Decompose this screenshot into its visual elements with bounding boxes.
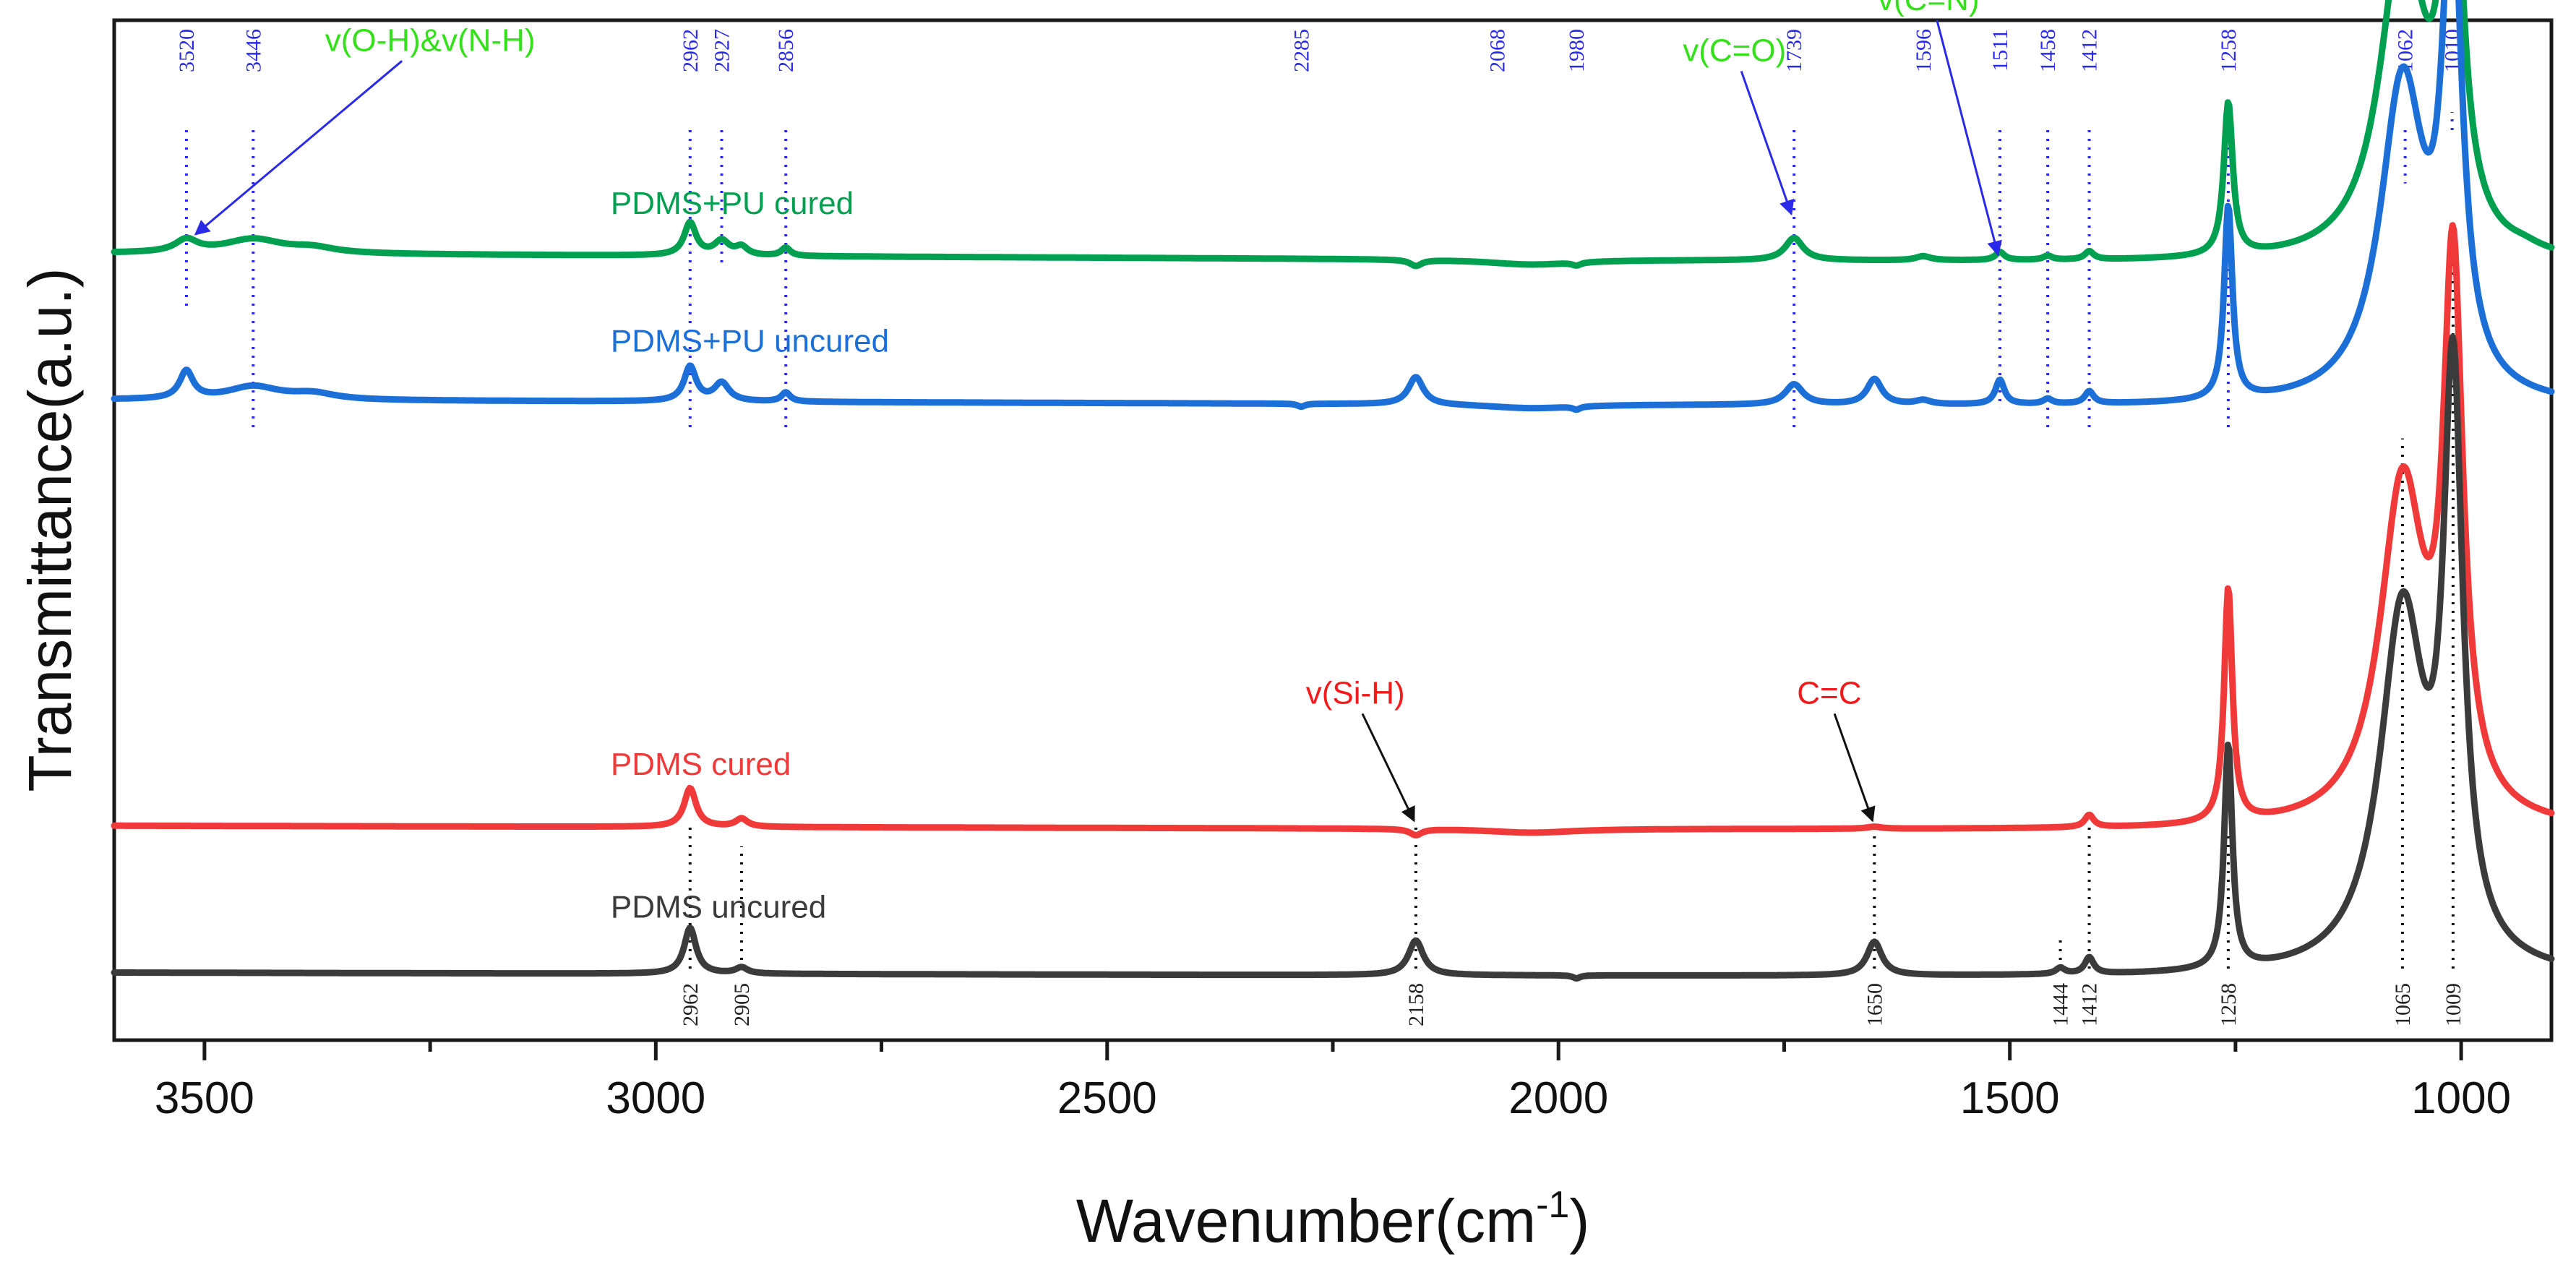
annotation-label: v(C=N)	[1878, 0, 1980, 17]
plot-frame	[112, 18, 2554, 1042]
bottom-marker-label: 1650	[1863, 983, 1886, 1026]
x-axis-ticks: 3500 3000 2500 2000 1500 1000	[155, 1040, 2511, 1123]
annotation-arrow	[1833, 713, 1876, 823]
annotation-arrow	[1361, 713, 1415, 823]
x-tick-label: 1000	[2411, 1073, 2511, 1123]
top-marker-label: 2856	[774, 29, 798, 72]
series-label: PDMS+PU cured	[611, 186, 854, 221]
top-marker-label: 1596	[1912, 29, 1936, 72]
x-axis-label: Wavenumber(cm-1)	[1076, 1184, 1590, 1255]
top-marker-label: 1980	[1565, 29, 1589, 72]
series-labels: PDMS+PU cured PDMS+PU uncured PDMS cured PD…	[611, 186, 889, 925]
series-line-pdms_cured	[111, 222, 2555, 838]
annotation-label: v(C=O)	[1683, 33, 1786, 68]
top-marker-label: 3446	[241, 29, 265, 72]
series-line-pdms_uncured	[111, 333, 2555, 982]
annotation-arrow	[1740, 70, 1795, 216]
bottom-marker-label: 2905	[730, 983, 754, 1026]
top-marker-label: 1412	[2078, 29, 2102, 72]
bottom-marker-label: 1412	[2078, 983, 2102, 1026]
series-label: PDMS uncured	[611, 890, 826, 925]
top-marker-label: 2927	[710, 29, 734, 72]
bottom-marker-label: 2962	[679, 983, 703, 1026]
annotation-label: C=C	[1797, 675, 1861, 711]
bottom-marker-label: 1065	[2391, 983, 2415, 1026]
spectra-series	[111, 0, 2555, 982]
bottom-marker-label: 2158	[1404, 983, 1428, 1026]
top-marker-label: 1458	[2036, 29, 2060, 72]
top-marker-label: 3520	[175, 29, 199, 72]
top-marker-label: 2285	[1289, 29, 1313, 72]
bottom-marker-label: 1258	[2217, 983, 2241, 1026]
x-tick-label: 2000	[1508, 1073, 1608, 1123]
top-marker-label: 1258	[2217, 29, 2241, 72]
series-label: PDMS+PU uncured	[611, 324, 889, 359]
annotation-arrow	[194, 60, 403, 236]
x-tick-label: 3000	[606, 1073, 705, 1123]
annotation-arrow	[1936, 20, 2002, 257]
bottom-marker-lines: 2962 2905 2158 1650 1444 1412 1258 1065 1009	[679, 254, 2465, 1026]
series-line-pdms_pu_cured	[111, 0, 2555, 270]
series-line-pdms_pu_uncured	[111, 0, 2555, 413]
top-marker-lines: 3520 3446 2962 2927 2856 2285 2068 1980 1739 1596…	[175, 29, 2465, 429]
top-marker-label: 1739	[1782, 29, 1806, 72]
annotation-label: v(O-H)&v(N-H)	[325, 22, 536, 58]
top-marker-label: 2962	[679, 29, 703, 72]
series-label: PDMS cured	[611, 747, 791, 782]
bottom-marker-label: 1444	[2049, 983, 2073, 1026]
annotation-label: v(Si-H)	[1306, 675, 1405, 711]
y-axis-label: Transmittance(a.u.)	[16, 267, 84, 791]
x-tick-label: 3500	[155, 1073, 254, 1123]
top-marker-label: 2068	[1485, 29, 1509, 72]
x-tick-label: 1500	[1960, 1073, 2060, 1123]
annotation-arrows: v(O-H)&v(N-H) v(C=O) v(C=N) v(Si-H) C=C	[194, 0, 2002, 823]
top-marker-label: 1511	[1988, 29, 2012, 72]
x-tick-label: 2500	[1057, 1073, 1157, 1123]
bottom-marker-label: 1009	[2442, 983, 2465, 1026]
